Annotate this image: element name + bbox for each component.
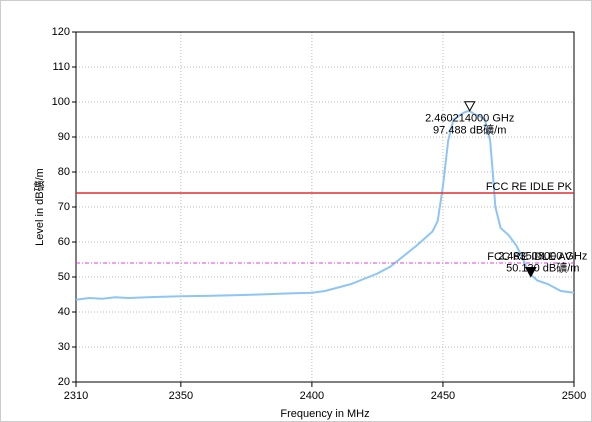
x-tick-label: 2500 — [562, 390, 586, 402]
marker — [463, 101, 476, 112]
x-tick-label: 2350 — [169, 390, 193, 402]
x-tick-label: 2310 — [64, 390, 88, 402]
y-tick-label: 60 — [58, 236, 70, 248]
marker-freq: 2.460214000 GHz — [425, 113, 514, 125]
y-tick-label: 70 — [58, 201, 70, 213]
y-tick-label: 30 — [58, 341, 70, 353]
limit-label: FCC RE IDLE AV — [487, 251, 572, 263]
plot-border — [75, 31, 575, 383]
y-tick-label: 50 — [58, 271, 70, 283]
x-tick-label: 2450 — [431, 390, 455, 402]
y-tick-label: 120 — [52, 26, 70, 38]
y-tick-label: 100 — [52, 96, 70, 108]
y-tick-label: 110 — [52, 61, 70, 73]
marker-freq: 2.483508000 GHz — [498, 250, 587, 262]
marker-level: 97.488 dB礦/m — [433, 123, 506, 137]
y-tick-label: 40 — [58, 306, 70, 318]
y-tick-label: 80 — [58, 166, 70, 178]
y-axis-label: Level in dB礦/m — [32, 168, 46, 246]
x-axis-label: Frequency in MHz — [280, 408, 369, 420]
trace — [75, 109, 575, 301]
marker — [524, 267, 537, 278]
x-tick-label: 2400 — [300, 390, 324, 402]
y-tick-label: 20 — [58, 376, 70, 388]
y-tick-label: 90 — [58, 131, 70, 143]
marker-level: 50.130 dB礦/m — [506, 260, 579, 274]
limit-label: FCC RE IDLE PK — [486, 181, 573, 193]
